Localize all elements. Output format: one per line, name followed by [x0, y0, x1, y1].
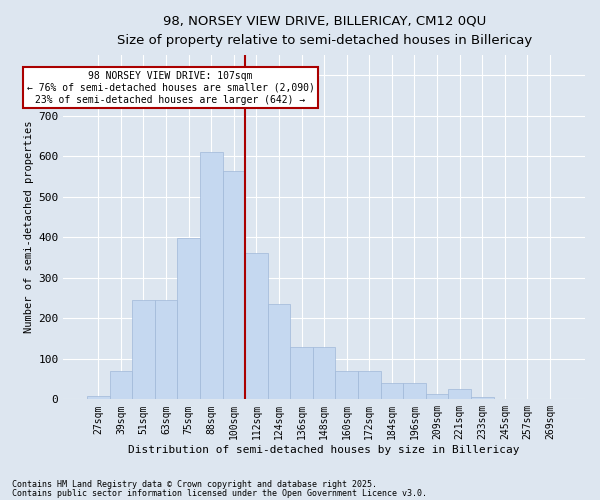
Bar — [516, 398, 539, 400]
Bar — [426, 394, 448, 400]
Bar — [313, 348, 335, 400]
Bar — [380, 383, 403, 400]
Bar — [132, 300, 155, 400]
Y-axis label: Number of semi-detached properties: Number of semi-detached properties — [24, 121, 34, 334]
Bar — [471, 398, 494, 400]
Text: Contains HM Land Registry data © Crown copyright and database right 2025.: Contains HM Land Registry data © Crown c… — [12, 480, 377, 489]
Bar — [110, 371, 132, 400]
Bar — [448, 389, 471, 400]
Bar — [200, 152, 223, 400]
Bar — [290, 348, 313, 400]
Bar — [223, 170, 245, 400]
Bar — [358, 371, 380, 400]
Title: 98, NORSEY VIEW DRIVE, BILLERICAY, CM12 0QU
Size of property relative to semi-de: 98, NORSEY VIEW DRIVE, BILLERICAY, CM12 … — [116, 15, 532, 47]
Text: 98 NORSEY VIEW DRIVE: 107sqm
← 76% of semi-detached houses are smaller (2,090)
2: 98 NORSEY VIEW DRIVE: 107sqm ← 76% of se… — [26, 72, 314, 104]
Bar — [87, 396, 110, 400]
Bar — [494, 398, 516, 400]
Bar — [245, 252, 268, 400]
Text: Contains public sector information licensed under the Open Government Licence v3: Contains public sector information licen… — [12, 488, 427, 498]
Bar — [155, 300, 178, 400]
Bar — [335, 371, 358, 400]
Bar — [403, 383, 426, 400]
X-axis label: Distribution of semi-detached houses by size in Billericay: Distribution of semi-detached houses by … — [128, 445, 520, 455]
Bar — [539, 398, 561, 400]
Bar — [178, 238, 200, 400]
Bar — [268, 304, 290, 400]
